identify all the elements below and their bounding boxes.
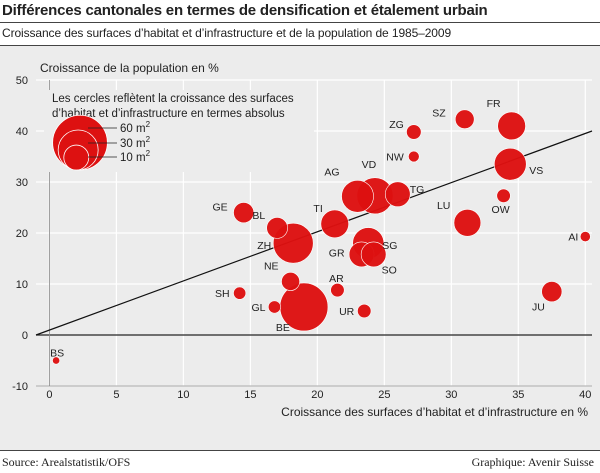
bubbles xyxy=(52,109,591,365)
bubble-label-ju: JU xyxy=(532,302,545,314)
legend-text-line: d’habitat et d’infrastructure en termes … xyxy=(52,108,285,120)
bubble-label-sh: SH xyxy=(215,288,230,300)
bubble-bl xyxy=(266,217,288,239)
x-tick-label: 15 xyxy=(244,389,256,401)
x-tick-label: 25 xyxy=(378,389,390,401)
bubble-label-bl: BL xyxy=(252,210,265,222)
bubble-ow xyxy=(496,188,511,203)
bubble-label-ar: AR xyxy=(329,273,344,285)
bubble-label-sg: SG xyxy=(382,240,397,252)
bubble-ge xyxy=(233,202,255,224)
footer-rule xyxy=(0,450,600,451)
subtitle-rule xyxy=(0,45,600,46)
bubble-label-sz: SZ xyxy=(432,107,446,119)
bubble-ai xyxy=(579,231,591,242)
bubble-label-be: BE xyxy=(276,322,290,334)
y-axis-label: Croissance de la population en % xyxy=(40,61,219,75)
bubble-gl xyxy=(267,300,281,314)
bubble-label-vd: VD xyxy=(362,159,377,171)
bubble-ti xyxy=(320,209,349,239)
bubble-label-so: SO xyxy=(382,264,397,276)
bubble-ag xyxy=(341,179,374,213)
bubble-sh xyxy=(233,286,247,300)
bubble-label-ge: GE xyxy=(212,202,227,214)
bubble-label-vs: VS xyxy=(529,165,543,177)
x-tick-label: 20 xyxy=(311,389,323,401)
bubble-zg xyxy=(406,124,422,140)
legend-circle-10 xyxy=(63,144,90,171)
legend-label-30: 30 m2 xyxy=(120,135,151,150)
bubble-sz xyxy=(454,109,475,130)
bubble-label-ur: UR xyxy=(339,306,355,318)
bubble-label-zg: ZG xyxy=(389,119,404,131)
chart-panel: -10 0 10 20 30 40 50 0 5 10 15 20 25 30 35 40 Croissance… xyxy=(0,46,600,450)
bubble-label-ag: AG xyxy=(324,166,339,178)
bubble-ar xyxy=(330,283,345,298)
credit-note: Graphique: Avenir Suisse xyxy=(471,455,594,469)
bubble-ur xyxy=(357,303,372,319)
x-tick-label: 35 xyxy=(512,389,524,401)
legend-label-60: 60 m2 xyxy=(120,120,151,135)
bubble-label-gr: GR xyxy=(329,247,345,259)
bubble-label-ne: NE xyxy=(264,260,279,272)
bubble-label-fr: FR xyxy=(487,98,501,110)
bubble-label-zh: ZH xyxy=(257,240,271,252)
x-tick-label: 10 xyxy=(177,389,189,401)
y-tick-label: -10 xyxy=(12,381,28,393)
bubble-so xyxy=(360,241,387,268)
bubble-nw xyxy=(408,150,420,163)
x-tick-label: 30 xyxy=(445,389,457,401)
bubble-fr xyxy=(497,111,526,141)
legend: Les cercles reflètent la croissance des … xyxy=(44,90,314,172)
legend-text-line: Les cercles reflètent la croissance des … xyxy=(52,93,294,105)
x-tick-label: 40 xyxy=(579,389,591,401)
bubble-label-ti: TI xyxy=(313,203,322,215)
legend-label-10: 10 m2 xyxy=(120,149,151,164)
bubble-label-ai: AI xyxy=(568,232,578,244)
title-rule xyxy=(0,22,600,23)
bubble-label-gl: GL xyxy=(251,302,265,314)
y-tick-label: 0 xyxy=(22,330,28,342)
y-tick-label: 30 xyxy=(16,177,28,189)
bubble-label-nw: NW xyxy=(386,152,404,164)
bubble-ne xyxy=(281,272,300,291)
bubble-lu xyxy=(453,209,482,237)
y-tick-label: 10 xyxy=(16,279,28,291)
bubble-vs xyxy=(493,147,527,181)
bubble-label-bs: BS xyxy=(50,348,64,360)
bubble-labels: BS SH GL BE UR AR NE GE BL ZH TI GR SG SO AG VD TG ZG NW SZ… xyxy=(50,98,578,360)
source-note: Source: Arealstatistik/OFS xyxy=(2,455,131,469)
chart-title: Différences cantonales en termes de dens… xyxy=(2,2,488,19)
y-tick-label: 50 xyxy=(16,75,28,87)
bubble-label-lu: LU xyxy=(437,200,450,212)
chart-subtitle: Croissance des surfaces d’habitat et d’i… xyxy=(2,26,452,40)
bubble-label-tg: TG xyxy=(410,184,425,196)
bubble-chart: -10 0 10 20 30 40 50 0 5 10 15 20 25 30 35 40 Croissance… xyxy=(12,61,593,419)
bubble-bs xyxy=(52,356,61,365)
y-tick-label: 40 xyxy=(16,126,28,138)
x-tick-label: 5 xyxy=(113,389,119,401)
bubble-tg xyxy=(384,181,411,208)
y-tick-label: 20 xyxy=(16,228,28,240)
x-tick-label: 0 xyxy=(46,389,52,401)
x-axis-label: Croissance des surfaces d’habitat et d’i… xyxy=(281,405,588,419)
bubble-ju xyxy=(541,281,563,303)
bubble-label-ow: OW xyxy=(492,204,510,216)
